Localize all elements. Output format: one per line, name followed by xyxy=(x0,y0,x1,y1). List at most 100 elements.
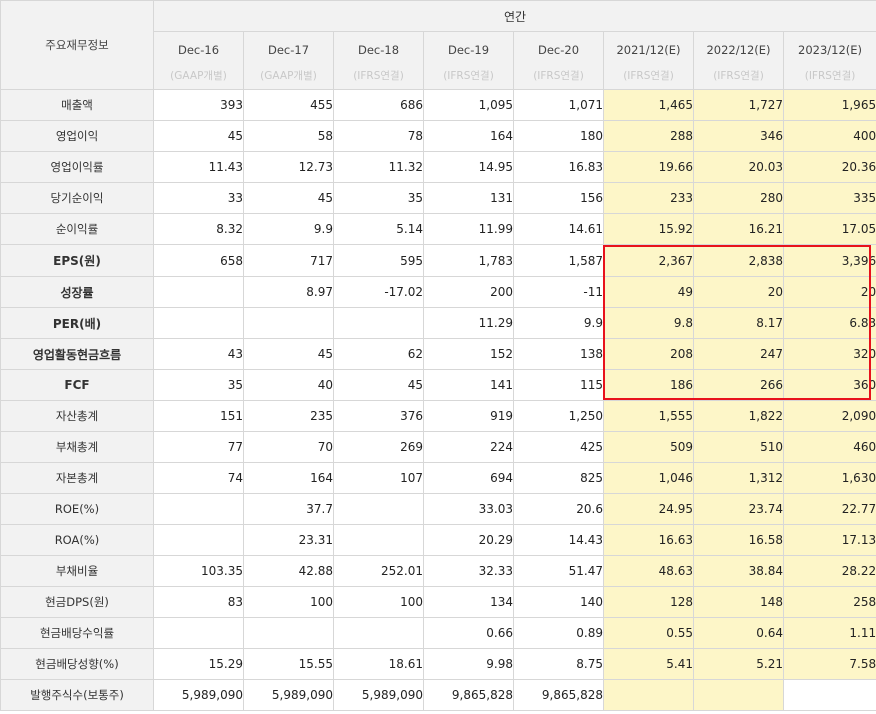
value-cell: 156 xyxy=(513,182,604,214)
value-cell: 107 xyxy=(333,462,424,494)
value-cell: 1,250 xyxy=(513,400,604,432)
value-cell: 180 xyxy=(513,120,604,152)
value-cell: 235 xyxy=(243,400,334,432)
period-label: Dec-18 xyxy=(357,42,400,57)
value-cell: 2,838 xyxy=(693,244,784,277)
value-cell: 5,989,090 xyxy=(153,679,244,711)
table-row: 현금DPS(원) 83 100 100 134 140 128 148 258 xyxy=(0,586,876,618)
value-cell: 24.95 xyxy=(603,493,694,525)
value-cell: 37.7 xyxy=(243,493,334,525)
value-cell: 269 xyxy=(333,431,424,463)
value-cell: 335 xyxy=(782,182,876,214)
value-cell: 425 xyxy=(513,431,604,463)
value-cell: 18.61 xyxy=(333,648,424,680)
value-cell: 658 xyxy=(153,244,244,277)
value-cell: 140 xyxy=(513,586,604,618)
accounting-basis-label: (IFRS연결) xyxy=(533,69,584,82)
table-row: 부채비율 103.35 42.88 252.01 32.33 51.47 48.63 38.8… xyxy=(0,555,876,587)
value-cell: 320 xyxy=(782,338,876,370)
value-cell: 16.83 xyxy=(513,151,604,183)
value-cell: 1,727 xyxy=(693,89,784,121)
value-cell: 17.05 xyxy=(782,213,876,245)
value-cell: 20.29 xyxy=(423,524,514,556)
value-cell: 115 xyxy=(513,369,604,401)
value-cell: 1,071 xyxy=(513,89,604,121)
value-cell: 51.47 xyxy=(513,555,604,587)
value-cell: 134 xyxy=(423,586,514,618)
value-cell: 148 xyxy=(693,586,784,618)
annual-group-header: 연간 xyxy=(152,0,876,32)
value-cell: 42.88 xyxy=(243,555,334,587)
value-cell: 14.61 xyxy=(513,213,604,245)
value-cell: 1.11 xyxy=(782,617,876,649)
value-cell xyxy=(333,493,424,525)
value-cell: 360 xyxy=(782,369,876,401)
value-cell: 20.6 xyxy=(513,493,604,525)
accounting-basis-label: (IFRS연결) xyxy=(804,69,856,82)
value-cell: 5.41 xyxy=(603,648,694,680)
value-cell: 151 xyxy=(153,400,244,432)
table-row: 영업이익률 11.43 12.73 11.32 14.95 16.83 19.66 20.03… xyxy=(0,151,876,183)
table-row: EPS(원) 658 717 595 1,783 1,587 2,367 2,838 3,396 xyxy=(0,244,876,277)
value-cell: 15.29 xyxy=(153,648,244,680)
row-label: 순이익률 xyxy=(0,213,154,245)
value-cell: 11.29 xyxy=(423,307,514,339)
value-cell: 45 xyxy=(333,369,424,401)
value-cell: 0.66 xyxy=(423,617,514,649)
table-row: 자산총계 151 235 376 919 1,250 1,555 1,822 2,090 xyxy=(0,400,876,432)
value-cell: 694 xyxy=(423,462,514,494)
value-cell: 717 xyxy=(243,244,334,277)
value-cell: 5.14 xyxy=(333,213,424,245)
value-cell: 11.32 xyxy=(333,151,424,183)
table-row: 당기순이익 33 45 35 131 156 233 280 335 xyxy=(0,182,876,214)
row-label: 성장률 xyxy=(0,276,154,308)
value-cell: 7.58 xyxy=(782,648,876,680)
period-label: Dec-16 xyxy=(177,42,220,57)
value-cell: 1,783 xyxy=(423,244,514,277)
value-cell: 8.17 xyxy=(693,307,784,339)
value-cell: 400 xyxy=(782,120,876,152)
accounting-basis-label: (IFRS연결) xyxy=(713,69,764,82)
value-cell xyxy=(243,617,334,649)
row-label: 현금배당성향(%) xyxy=(0,648,154,680)
period-header: 2023/12(E) (IFRS연결) xyxy=(782,31,876,90)
value-cell: 1,555 xyxy=(603,400,694,432)
period-label: Dec-17 xyxy=(267,42,310,57)
row-label: 영업이익 xyxy=(0,120,154,152)
value-cell: 1,965 xyxy=(782,89,876,121)
value-cell: 141 xyxy=(423,369,514,401)
value-cell: 33 xyxy=(153,182,244,214)
value-cell: 78 xyxy=(333,120,424,152)
value-cell: 17.13 xyxy=(782,524,876,556)
value-cell: 208 xyxy=(603,338,694,370)
value-cell: 28.22 xyxy=(782,555,876,587)
table-row: 순이익률 8.32 9.9 5.14 11.99 14.61 15.92 16.21 17.05 xyxy=(0,213,876,245)
value-cell: 5,989,090 xyxy=(333,679,424,711)
value-cell: 164 xyxy=(243,462,334,494)
accounting-basis-label: (GAAP개별) xyxy=(260,69,317,82)
value-cell: 200 xyxy=(423,276,514,308)
table-row: 현금배당수익률 0.66 0.89 0.55 0.64 1.11 xyxy=(0,617,876,649)
row-label: PER(배) xyxy=(0,307,154,339)
value-cell xyxy=(153,493,244,525)
value-cell: 595 xyxy=(333,244,424,277)
value-cell: 20.03 xyxy=(693,151,784,183)
row-label: 자본총계 xyxy=(0,462,154,494)
value-cell xyxy=(333,617,424,649)
accounting-basis-label: (IFRS연결) xyxy=(623,69,674,82)
value-cell: 460 xyxy=(782,431,876,463)
value-cell: 825 xyxy=(513,462,604,494)
table-row: 매출액 393 455 686 1,095 1,071 1,465 1,727 1,965 xyxy=(0,89,876,121)
accounting-basis-label: (IFRS연결) xyxy=(353,69,404,82)
value-cell xyxy=(693,679,784,711)
value-cell: 9,865,828 xyxy=(423,679,514,711)
value-cell: 14.43 xyxy=(513,524,604,556)
value-cell xyxy=(333,524,424,556)
value-cell: 233 xyxy=(603,182,694,214)
value-cell: 1,095 xyxy=(423,89,514,121)
row-label: 현금배당수익률 xyxy=(0,617,154,649)
value-cell: 15.92 xyxy=(603,213,694,245)
value-cell: 5.21 xyxy=(693,648,784,680)
value-cell xyxy=(153,276,244,308)
